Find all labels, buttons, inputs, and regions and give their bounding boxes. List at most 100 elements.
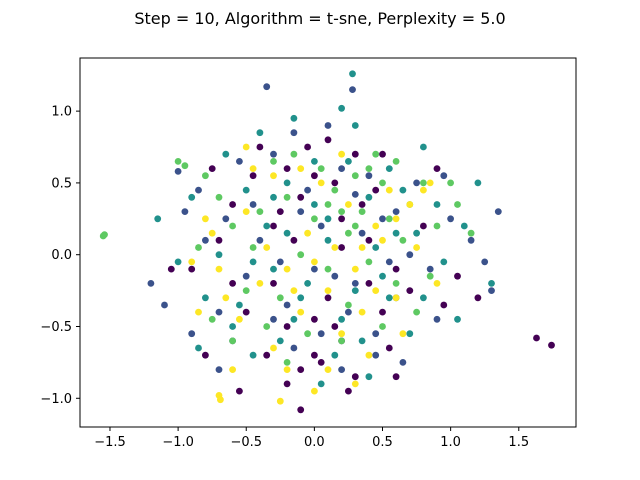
data-point (249, 201, 257, 208)
data-point (311, 265, 318, 273)
data-point (351, 380, 359, 388)
data-point (420, 179, 427, 187)
data-point (242, 308, 250, 316)
data-point (283, 193, 291, 201)
data-point (372, 244, 380, 251)
data-point (297, 366, 305, 373)
data-point (365, 193, 373, 201)
data-point (256, 280, 264, 287)
data-point (311, 351, 318, 359)
data-point (297, 208, 305, 216)
data-point (338, 215, 345, 223)
data-point (420, 143, 427, 151)
data-point (297, 406, 305, 414)
data-point (222, 150, 230, 158)
y-axis: −1.0 −0.5 0.0 0.5 1.0 (40, 105, 80, 407)
data-point (460, 222, 468, 230)
data-point (385, 344, 393, 352)
data-point (338, 165, 345, 173)
data-point (365, 280, 373, 287)
data-point (236, 387, 243, 395)
data-point (276, 337, 284, 345)
data-point (385, 165, 393, 173)
data-point (270, 150, 277, 158)
data-point (311, 315, 318, 323)
data-point (338, 150, 345, 158)
data-point (249, 172, 257, 180)
data-point (392, 373, 400, 381)
data-point (215, 308, 223, 316)
data-point (488, 280, 495, 287)
data-point (406, 201, 414, 208)
data-point (385, 294, 393, 302)
data-point (208, 165, 216, 173)
data-point (290, 344, 298, 352)
data-point (351, 172, 359, 180)
data-point (385, 186, 393, 194)
data-point (304, 229, 311, 237)
x-tick-label: −1.5 (94, 435, 126, 450)
data-point (379, 215, 386, 223)
data-point (317, 380, 325, 388)
data-point (345, 308, 352, 316)
x-tick-label: −1.0 (162, 435, 194, 450)
data-point (324, 201, 332, 208)
data-point (283, 179, 291, 187)
y-tick-label: 0.5 (51, 176, 72, 191)
x-tick-label: 0.0 (304, 435, 325, 450)
data-point (290, 150, 298, 158)
data-point (324, 122, 332, 129)
data-point (317, 179, 325, 187)
data-point (317, 165, 325, 173)
data-point (195, 308, 202, 316)
data-point (392, 158, 400, 165)
data-point (174, 258, 182, 266)
data-point (276, 294, 284, 302)
data-point (399, 186, 407, 194)
data-point (222, 294, 230, 302)
data-point (270, 280, 277, 287)
data-point (154, 215, 162, 223)
data-point (174, 158, 182, 165)
data-point (174, 168, 182, 175)
data-point (304, 330, 311, 338)
data-point (372, 330, 380, 338)
data-point (208, 229, 216, 237)
data-point (474, 294, 482, 302)
data-point (188, 265, 196, 273)
data-point (202, 351, 209, 359)
data-point (242, 208, 250, 216)
data-point (297, 294, 305, 302)
y-tick-label: 1.0 (51, 105, 72, 120)
data-point (379, 236, 386, 244)
data-point (338, 208, 345, 216)
data-point (276, 258, 284, 266)
data-point (215, 236, 223, 244)
data-point (548, 341, 555, 349)
data-point (433, 222, 441, 230)
data-point (283, 380, 291, 388)
data-point (195, 344, 202, 352)
data-point (379, 308, 386, 316)
data-point (494, 208, 502, 216)
data-point (331, 179, 339, 187)
data-point (236, 158, 243, 165)
data-point (215, 251, 223, 259)
data-point (215, 265, 223, 273)
data-point (324, 366, 332, 373)
data-point (297, 251, 305, 259)
data-point (433, 165, 441, 173)
data-point (202, 172, 209, 180)
data-point (338, 337, 345, 345)
data-point (324, 215, 332, 223)
data-point (242, 186, 250, 194)
data-point (283, 359, 291, 366)
data-point (222, 215, 230, 223)
y-tick-label: −1.0 (40, 392, 72, 407)
data-point (276, 397, 284, 405)
data-point (236, 301, 243, 309)
data-point (345, 158, 352, 165)
data-point (454, 201, 461, 208)
data-point (440, 172, 448, 180)
data-point (324, 265, 332, 273)
